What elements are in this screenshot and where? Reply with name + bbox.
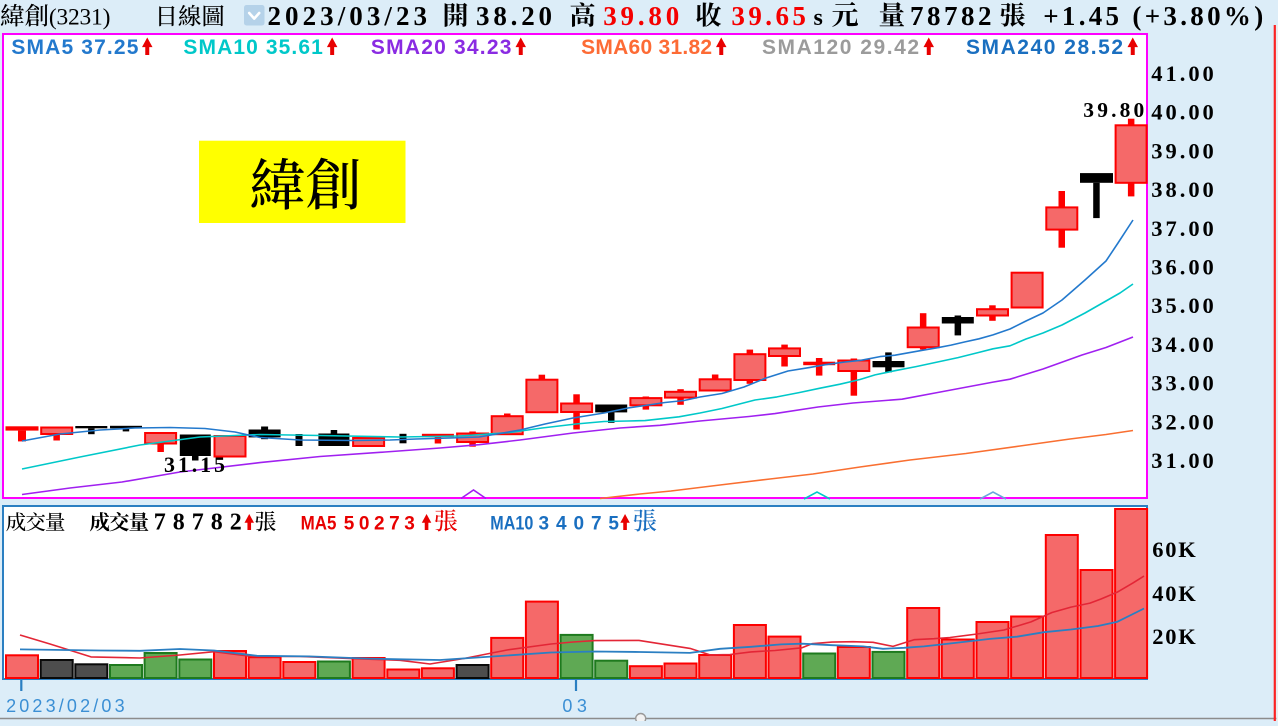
svg-text:SMA240 28.52: SMA240 28.52: [966, 36, 1123, 59]
svg-text:40K: 40K: [1152, 581, 1196, 606]
svg-text:31.00: 31.00: [1151, 448, 1214, 473]
svg-text:35.00: 35.00: [1151, 293, 1214, 318]
svg-text:38.20: 38.20: [476, 1, 552, 31]
svg-text:34.00: 34.00: [1151, 332, 1214, 357]
svg-text:MA10: MA10: [490, 514, 533, 535]
svg-text:34075: 34075: [539, 514, 620, 535]
svg-text:(3231): (3231): [49, 5, 111, 31]
svg-text:31.15: 31.15: [164, 452, 225, 477]
svg-text:32.00: 32.00: [1151, 409, 1214, 434]
svg-text:20K: 20K: [1152, 624, 1196, 649]
svg-text:39.00: 39.00: [1151, 138, 1214, 163]
svg-text:60K: 60K: [1152, 537, 1196, 562]
svg-text:41.00: 41.00: [1151, 61, 1214, 86]
svg-text:SMA20 34.23: SMA20 34.23: [371, 36, 512, 59]
svg-text:MA5: MA5: [301, 514, 337, 535]
svg-text:s: s: [814, 5, 823, 31]
svg-text:SMA10 35.61: SMA10 35.61: [183, 36, 323, 59]
svg-text:78782: 78782: [910, 1, 992, 31]
svg-text:SMA5 37.25: SMA5 37.25: [11, 36, 138, 59]
svg-text:+1.45 (+3.80%): +1.45 (+3.80%): [1043, 1, 1263, 31]
svg-text:39.80: 39.80: [603, 1, 679, 31]
svg-text:39.80: 39.80: [1083, 98, 1144, 122]
svg-text:37.00: 37.00: [1151, 216, 1214, 241]
svg-text:38.00: 38.00: [1151, 177, 1214, 202]
svg-text:40.00: 40.00: [1151, 100, 1214, 125]
svg-text:SMA60 31.82: SMA60 31.82: [581, 36, 712, 59]
svg-text:50273: 50273: [344, 514, 415, 535]
svg-text:33.00: 33.00: [1151, 371, 1214, 396]
svg-text:SMA120 29.42: SMA120 29.42: [762, 36, 919, 59]
svg-text:39.65: 39.65: [731, 1, 806, 31]
svg-text:36.00: 36.00: [1151, 255, 1214, 280]
